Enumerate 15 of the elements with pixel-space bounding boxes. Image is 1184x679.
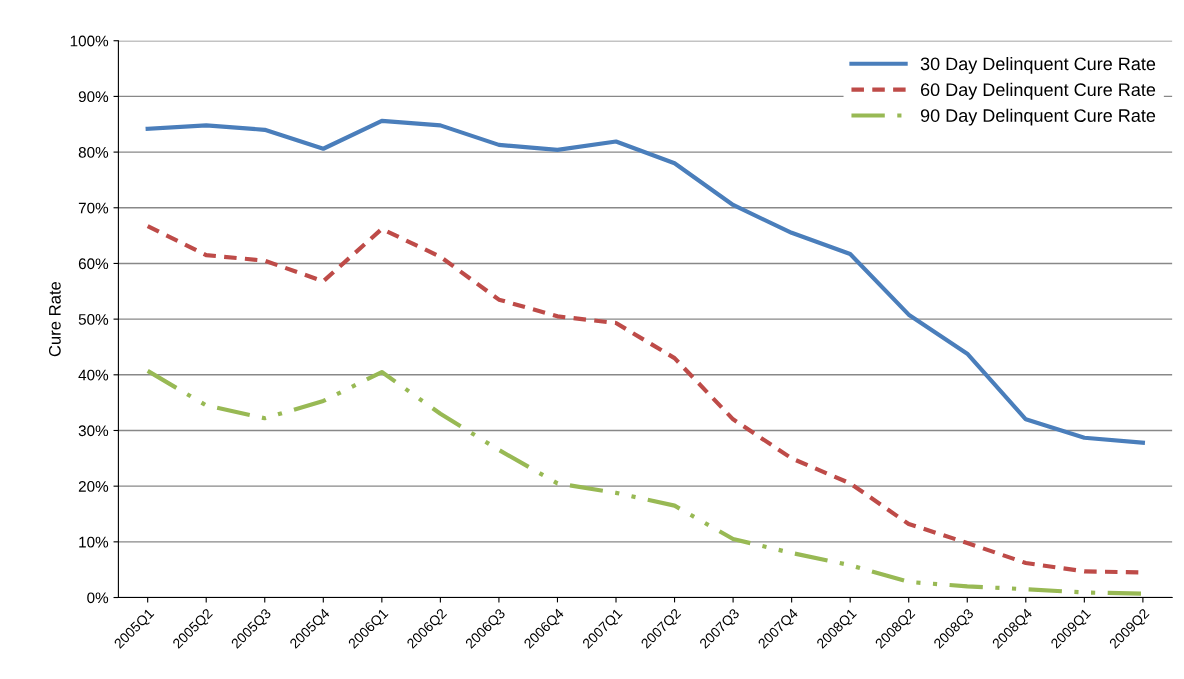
y-tick-label: 40% xyxy=(78,369,109,381)
y-tick-label: 70% xyxy=(78,202,109,214)
legend-label: 90 Day Delinquent Cure Rate xyxy=(920,108,1156,126)
legend-label: 60 Day Delinquent Cure Rate xyxy=(920,82,1156,100)
y-tick-label: 80% xyxy=(78,146,109,158)
y-axis-title: Cure Rate xyxy=(48,281,61,357)
y-tick-label: 0% xyxy=(87,592,109,604)
legend-label: 30 Day Delinquent Cure Rate xyxy=(920,56,1156,74)
y-tick-label: 30% xyxy=(78,425,109,437)
y-tick-label: 50% xyxy=(78,314,109,325)
y-tick-label: 20% xyxy=(78,481,109,492)
y-tick-label: 10% xyxy=(79,536,109,548)
y-tick-label: 90% xyxy=(78,91,109,103)
y-tick-label: 100% xyxy=(70,35,109,47)
y-tick-label: 60% xyxy=(78,258,109,270)
